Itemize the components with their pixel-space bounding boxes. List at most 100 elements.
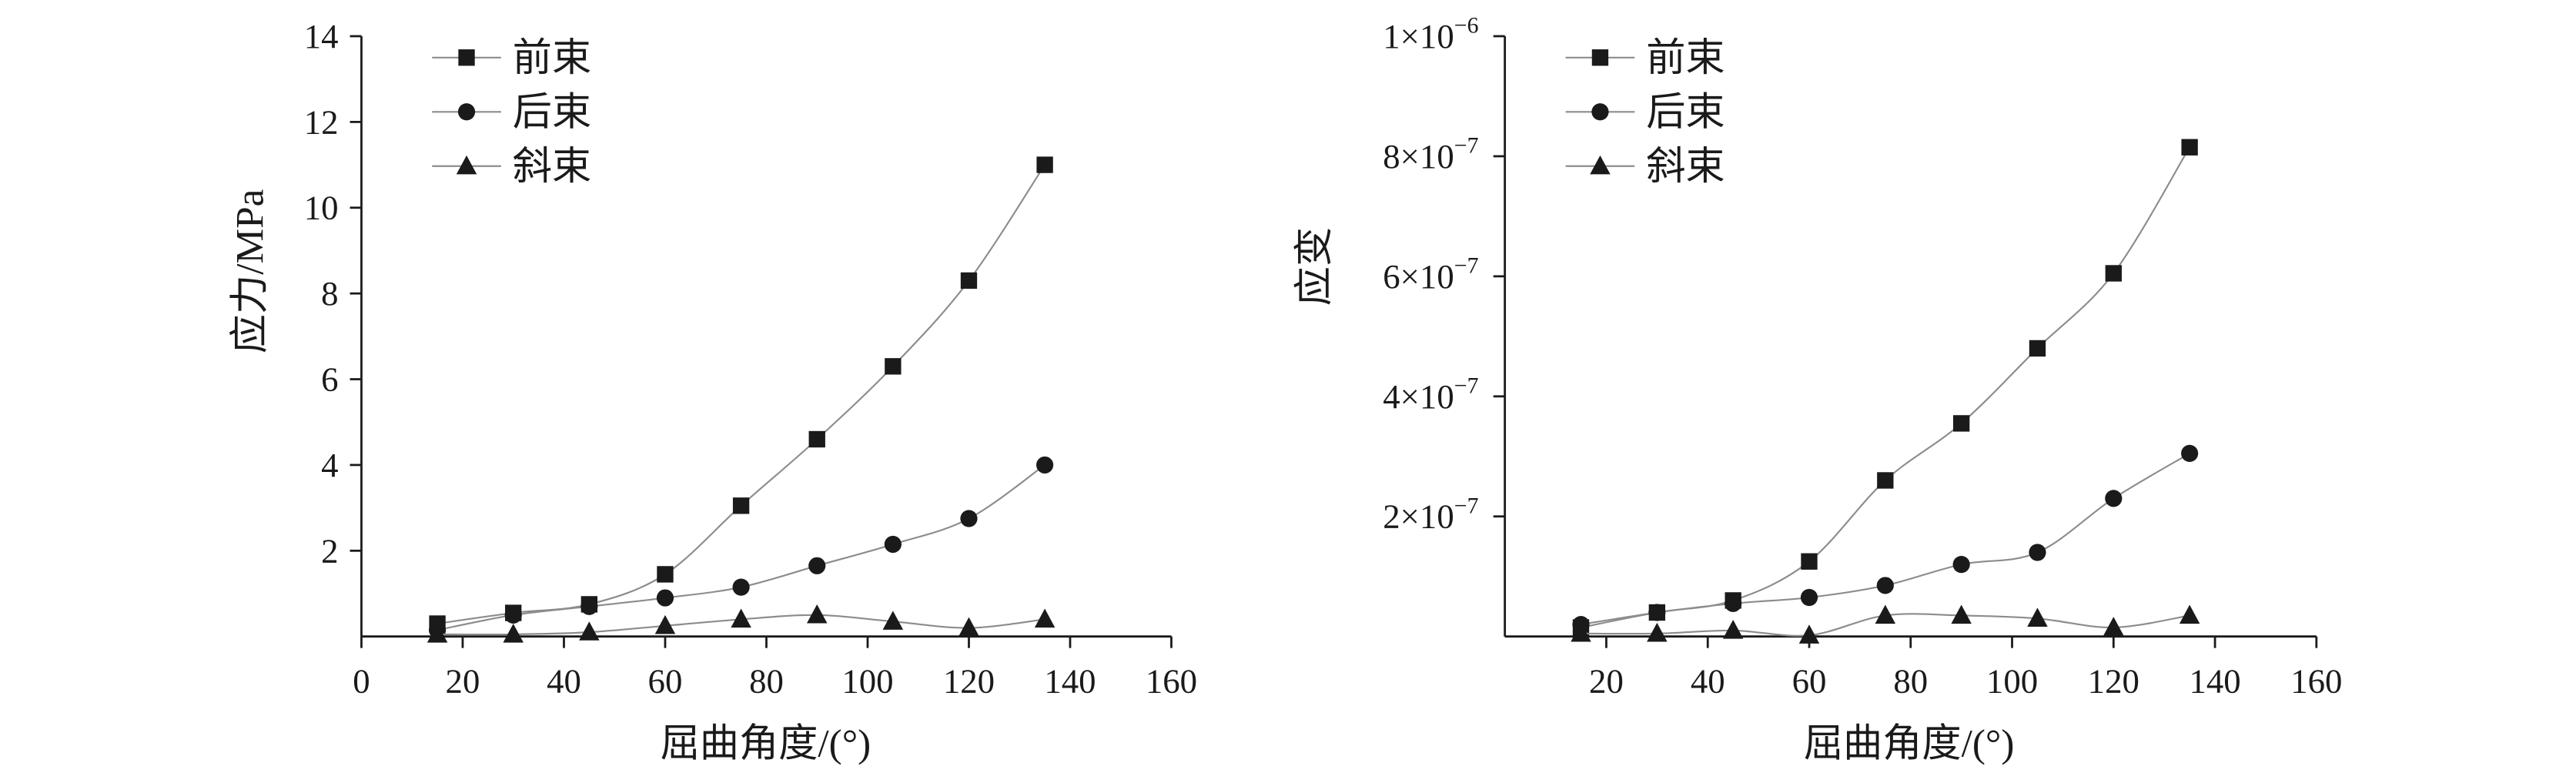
triangle-marker [806, 604, 828, 624]
x-tick-label: 80 [1893, 661, 1928, 700]
triangle-marker [731, 608, 751, 628]
x-tick-label: 160 [2290, 661, 2342, 700]
stress-x-axis-title: 屈曲角度/(°) [661, 722, 871, 766]
y-tick-exponent: −7 [1454, 253, 1479, 279]
circle-marker [2029, 544, 2046, 561]
x-tick-label: 60 [1792, 661, 1827, 700]
strain-x-axis-title: 屈曲角度/(°) [1804, 722, 2015, 766]
square-marker [1952, 415, 1970, 432]
circle-marker [808, 557, 826, 574]
x-tick-label: 20 [446, 661, 480, 700]
triangle-marker [1647, 622, 1668, 642]
y-tick-exponent: −7 [1454, 493, 1479, 518]
square-marker [885, 358, 902, 375]
legend-label: 斜束 [513, 145, 591, 189]
y-tick-label: 8×10−7 [1383, 133, 1478, 176]
square-marker [2181, 139, 2198, 156]
y-tick-exponent: −7 [1454, 373, 1479, 399]
y-tick-base: 1×10 [1383, 17, 1454, 55]
y-tick-label: 6×10−7 [1383, 253, 1478, 296]
legend-triangle-marker [1590, 155, 1611, 175]
series-square [429, 156, 1053, 632]
y-tick-label: 12 [304, 102, 339, 141]
legend-entry: 后束 [432, 90, 591, 134]
square-marker [1877, 472, 1894, 489]
x-tick-label: 40 [1691, 661, 1725, 700]
x-tick-label: 140 [1044, 661, 1096, 700]
circle-marker [1725, 594, 1742, 612]
square-marker [808, 430, 825, 448]
series-circle [428, 456, 1054, 639]
legend-entry: 斜束 [1565, 145, 1725, 189]
x-tick-label: 20 [1589, 661, 1624, 700]
x-tick-label: 100 [841, 661, 893, 700]
y-tick-base: 8×10 [1383, 137, 1454, 176]
x-tick-label: 120 [943, 661, 995, 700]
series-line [1581, 146, 2191, 629]
circle-marker [1036, 456, 1054, 474]
square-marker [960, 272, 978, 289]
strain-y-axis-title: 应变 [1293, 227, 1337, 306]
circle-marker [884, 535, 902, 554]
circle-marker [2105, 490, 2123, 507]
y-tick-label: 14 [304, 17, 339, 55]
x-tick-label: 100 [1986, 661, 2038, 700]
x-tick-label: 140 [2189, 661, 2240, 700]
x-tick-label: 120 [2088, 661, 2139, 700]
circle-marker [2181, 444, 2199, 462]
triangle-marker [654, 614, 676, 634]
circle-marker [504, 606, 522, 624]
y-tick-label: 4 [321, 446, 338, 484]
legend-entry: 前束 [1565, 36, 1725, 80]
x-tick-label: 40 [547, 661, 581, 700]
series-line [437, 464, 1045, 631]
circle-marker [732, 578, 750, 596]
y-tick-label: 8 [321, 274, 338, 313]
y-tick-label: 1×10−6 [1383, 13, 1478, 55]
stress-chart: 屈曲角度/(°) 应力/MPa 0 20 40 60 80 100 120 140 160 2 4 6… [228, 17, 1197, 766]
series-square [1572, 139, 2198, 636]
series-circle [1572, 444, 2199, 634]
circle-marker [1648, 604, 1666, 621]
y-tick-base: 2×10 [1383, 497, 1454, 536]
triangle-marker [958, 617, 979, 637]
square-marker [732, 497, 750, 514]
y-tick-label: 2×10−7 [1383, 493, 1478, 535]
strain-chart: 屈曲角度/(°) 应变 20 40 60 80 100 120 140 1602×10−74×… [1293, 13, 2342, 766]
y-tick-label: 4×10−7 [1383, 373, 1478, 416]
triangle-marker [1034, 608, 1055, 628]
triangle-marker [1951, 604, 1972, 624]
x-tick-label: 0 [353, 661, 370, 700]
series-line [437, 164, 1046, 625]
series-triangle [427, 604, 1055, 643]
circle-marker [656, 589, 674, 607]
legend-label: 后束 [1646, 90, 1725, 134]
triangle-marker [1875, 604, 1896, 624]
legend-label: 斜束 [1646, 145, 1725, 189]
x-tick-label: 80 [749, 661, 784, 700]
triangle-marker [427, 624, 448, 643]
square-marker [1801, 553, 1818, 570]
legend-circle-marker [1591, 103, 1609, 121]
square-marker [657, 566, 674, 583]
y-tick-label: 10 [304, 189, 339, 227]
triangle-marker [2103, 617, 2124, 636]
triangle-marker [503, 624, 524, 643]
stress-y-axis-title: 应力/MPa [228, 189, 272, 353]
circle-marker [580, 597, 598, 615]
y-tick-exponent: −6 [1454, 13, 1479, 38]
y-tick-label: 2 [321, 531, 338, 570]
triangle-marker [1571, 622, 1591, 642]
square-marker [1036, 156, 1053, 173]
legend-label: 后束 [513, 90, 591, 134]
triangle-marker [882, 611, 904, 630]
triangle-marker [1798, 624, 1820, 644]
legend-label: 前束 [513, 36, 591, 80]
legend-entry: 前束 [432, 36, 591, 80]
circle-marker [1800, 588, 1818, 607]
y-tick-base: 4×10 [1383, 377, 1454, 416]
square-marker [2029, 340, 2046, 357]
legend-entry: 斜束 [432, 145, 591, 189]
